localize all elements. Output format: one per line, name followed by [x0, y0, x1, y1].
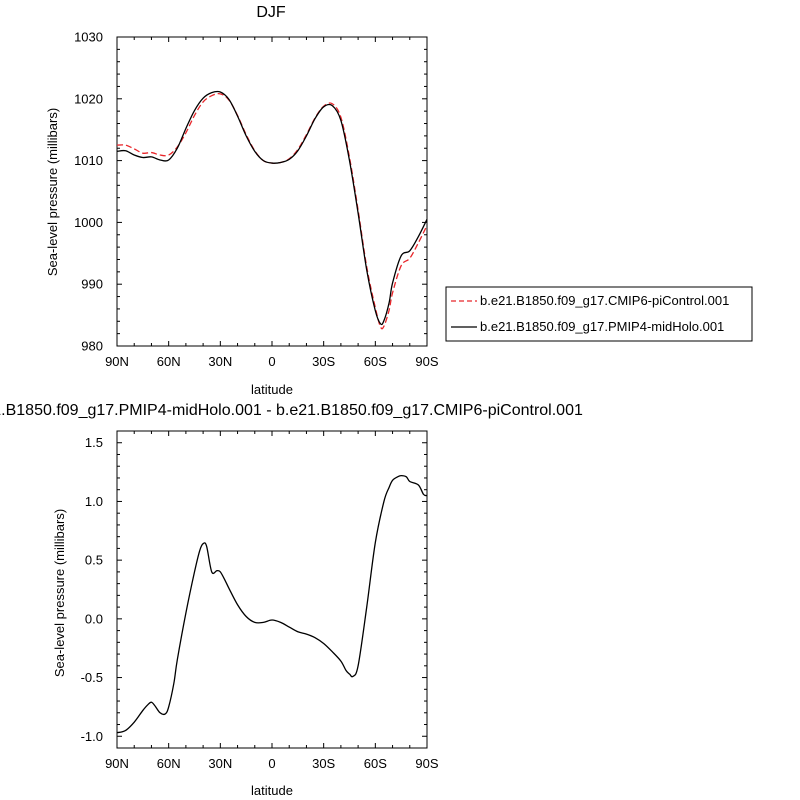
- legend-label-midholo: b.e21.B1850.f09_g17.PMIP4-midHolo.001: [480, 319, 724, 334]
- bottom-y-tick-label: 1.0: [85, 494, 103, 509]
- top-x-tick-label: 0: [268, 354, 275, 369]
- legend-box: [445, 286, 753, 342]
- top-y-tick-label: 1010: [74, 153, 103, 168]
- bottom-plot-frame: [116, 430, 428, 749]
- bottom-y-axis-label: Sea-level pressure (millibars): [52, 509, 67, 677]
- top-y-tick-label: 1000: [74, 215, 103, 230]
- bottom-ticks: 90N 60N 30N 0 30S 60S 90S -1.0 -0.5 0.0 0.5 1.0 1.5: [81, 431, 439, 771]
- legend: b.e21.B1850.f09_g17.CMIP6-piControl.001 …: [445, 286, 753, 342]
- bottom-y-tick-label: 0.0: [85, 611, 103, 626]
- bottom-series-line-0: [116, 474, 428, 734]
- top-y-tick-label: 980: [81, 339, 103, 354]
- bottom-x-tick-label: 90N: [105, 756, 129, 771]
- top-x-tick-label: 90S: [415, 354, 438, 369]
- top-series-group: [116, 90, 428, 330]
- top-y-tick-label: 1020: [74, 91, 103, 106]
- bottom-x-tick-label: 30S: [312, 756, 335, 771]
- bottom-x-tick-label: 30N: [208, 756, 232, 771]
- top-chart-title: DJF: [256, 4, 286, 21]
- top-ticks: 90N 60N 30N 0 30S 60S 90S 980 990 1000 1010 1020 103…: [74, 30, 439, 370]
- top-y-tick-label: 1030: [74, 30, 103, 45]
- bottom-chart-title: b.e21.B1850.f09_g17.PMIP4-midHolo.001 - …: [0, 402, 583, 419]
- bottom-x-tick-label: 0: [268, 756, 275, 771]
- top-x-axis-label: latitude: [251, 382, 293, 397]
- top-x-tick-label: 90N: [105, 354, 129, 369]
- top-series-line-1: [116, 90, 428, 326]
- top-x-tick-label: 60N: [157, 354, 181, 369]
- top-x-tick-label: 30N: [208, 354, 232, 369]
- bottom-series-group: [116, 474, 428, 734]
- legend-label-picontrol: b.e21.B1850.f09_g17.CMIP6-piControl.001: [480, 293, 729, 308]
- bottom-x-tick-label: 90S: [415, 756, 438, 771]
- bottom-x-tick-label: 60N: [157, 756, 181, 771]
- top-y-tick-label: 990: [81, 277, 103, 292]
- bottom-x-tick-label: 60S: [364, 756, 387, 771]
- top-y-axis-label: Sea-level pressure (millibars): [45, 108, 60, 276]
- bottom-panel: b.e21.B1850.f09_g17.PMIP4-midHolo.001 - …: [0, 402, 583, 798]
- bottom-y-tick-label: 0.5: [85, 553, 103, 568]
- top-x-tick-label: 60S: [364, 354, 387, 369]
- bottom-y-tick-label: -0.5: [81, 670, 103, 685]
- bottom-y-tick-label: 1.5: [85, 435, 103, 450]
- top-series-line-0: [116, 93, 428, 330]
- top-plot-frame: [116, 36, 428, 347]
- top-x-tick-label: 30S: [312, 354, 335, 369]
- bottom-x-axis-label: latitude: [251, 783, 293, 798]
- top-panel: DJF 90N 60N 30N 0 30S 60S 90S 980 990 1000 1010 102…: [45, 4, 753, 397]
- bottom-y-tick-label: -1.0: [81, 729, 103, 744]
